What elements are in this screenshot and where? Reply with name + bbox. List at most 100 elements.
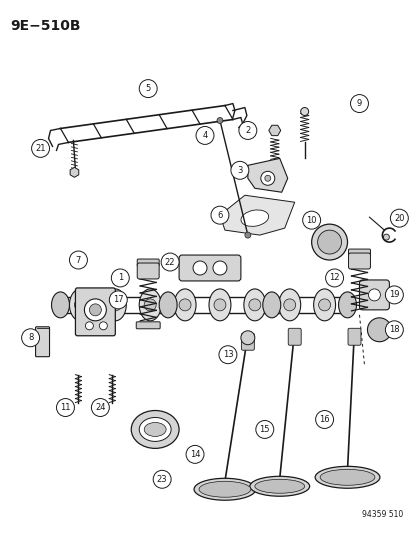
Ellipse shape: [243, 289, 265, 321]
Ellipse shape: [313, 289, 335, 321]
FancyBboxPatch shape: [348, 253, 370, 269]
Text: 3: 3: [237, 166, 242, 175]
Text: 11: 11: [60, 403, 71, 412]
Ellipse shape: [240, 210, 268, 227]
Circle shape: [109, 299, 121, 311]
Circle shape: [196, 126, 214, 144]
FancyBboxPatch shape: [137, 259, 159, 266]
Ellipse shape: [69, 289, 91, 321]
Text: 4: 4: [202, 131, 207, 140]
Circle shape: [264, 175, 270, 181]
Circle shape: [192, 261, 206, 275]
Circle shape: [99, 322, 107, 330]
Text: 6: 6: [217, 211, 222, 220]
Text: 13: 13: [222, 350, 233, 359]
Circle shape: [74, 299, 86, 311]
Circle shape: [368, 289, 380, 301]
Ellipse shape: [51, 292, 69, 318]
Text: 14: 14: [189, 450, 200, 459]
Text: 22: 22: [164, 257, 175, 266]
Circle shape: [385, 286, 402, 304]
Text: 24: 24: [95, 403, 105, 412]
Circle shape: [85, 322, 93, 330]
FancyBboxPatch shape: [358, 280, 389, 310]
Circle shape: [367, 318, 390, 342]
Text: 5: 5: [145, 84, 150, 93]
Circle shape: [244, 232, 250, 238]
Circle shape: [21, 329, 40, 347]
Ellipse shape: [174, 289, 196, 321]
FancyBboxPatch shape: [36, 327, 50, 357]
Ellipse shape: [194, 478, 255, 500]
Text: 7: 7: [76, 255, 81, 264]
Text: 10: 10: [306, 216, 316, 224]
Circle shape: [161, 253, 179, 271]
FancyBboxPatch shape: [287, 328, 300, 345]
Ellipse shape: [254, 479, 304, 493]
Circle shape: [315, 410, 333, 429]
Circle shape: [179, 299, 190, 311]
FancyBboxPatch shape: [75, 288, 115, 336]
Ellipse shape: [104, 289, 126, 321]
Circle shape: [218, 346, 236, 364]
Ellipse shape: [199, 481, 250, 497]
Ellipse shape: [262, 292, 280, 318]
Polygon shape: [219, 195, 294, 235]
Circle shape: [111, 269, 129, 287]
Circle shape: [240, 331, 254, 345]
Ellipse shape: [139, 289, 161, 321]
Circle shape: [109, 291, 127, 309]
Circle shape: [56, 399, 74, 416]
Circle shape: [89, 304, 101, 316]
Circle shape: [31, 140, 50, 157]
Text: 8: 8: [28, 333, 33, 342]
Ellipse shape: [209, 289, 230, 321]
Circle shape: [382, 234, 389, 240]
Circle shape: [311, 224, 347, 260]
Text: 12: 12: [328, 273, 339, 282]
Circle shape: [212, 261, 226, 275]
Circle shape: [255, 421, 273, 439]
Text: 15: 15: [259, 425, 269, 434]
Circle shape: [248, 299, 260, 311]
Circle shape: [260, 171, 274, 185]
Text: 1: 1: [117, 273, 123, 282]
Circle shape: [300, 108, 308, 116]
Circle shape: [216, 117, 223, 124]
Ellipse shape: [139, 417, 171, 441]
Ellipse shape: [144, 423, 166, 437]
Circle shape: [302, 211, 320, 229]
Text: 9E−510B: 9E−510B: [11, 19, 81, 33]
FancyBboxPatch shape: [136, 322, 160, 329]
Ellipse shape: [159, 292, 177, 318]
Text: 9: 9: [356, 99, 361, 108]
Text: 2: 2: [244, 126, 250, 135]
Circle shape: [91, 399, 109, 416]
Circle shape: [214, 299, 225, 311]
Ellipse shape: [131, 410, 179, 448]
Ellipse shape: [314, 466, 379, 488]
Text: 19: 19: [388, 290, 399, 300]
Ellipse shape: [319, 470, 374, 485]
Circle shape: [144, 299, 156, 311]
Circle shape: [139, 79, 157, 98]
Text: 23: 23: [157, 475, 167, 484]
Circle shape: [230, 161, 248, 179]
FancyBboxPatch shape: [347, 328, 360, 345]
Circle shape: [283, 299, 295, 311]
Circle shape: [325, 269, 343, 287]
Circle shape: [153, 470, 171, 488]
Text: 18: 18: [388, 325, 399, 334]
Circle shape: [84, 299, 106, 321]
FancyBboxPatch shape: [348, 249, 370, 256]
Circle shape: [185, 446, 204, 463]
Text: 94359 510: 94359 510: [361, 510, 402, 519]
Polygon shape: [247, 158, 287, 192]
Ellipse shape: [249, 477, 309, 496]
Circle shape: [317, 230, 341, 254]
Circle shape: [238, 122, 256, 140]
Circle shape: [69, 251, 87, 269]
Circle shape: [389, 209, 407, 227]
FancyBboxPatch shape: [179, 255, 240, 281]
Text: 21: 21: [35, 144, 46, 153]
